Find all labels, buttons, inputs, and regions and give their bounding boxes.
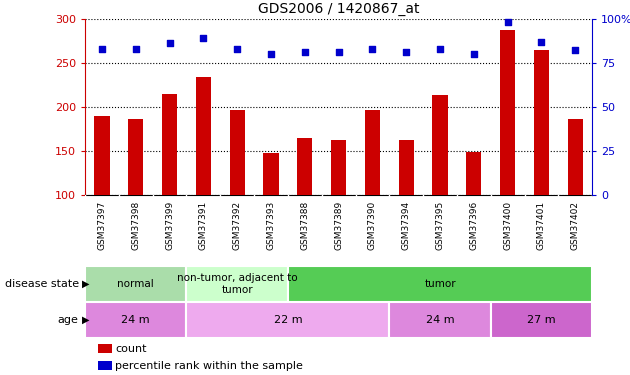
Text: GSM37391: GSM37391 xyxy=(199,201,208,250)
Text: count: count xyxy=(115,344,147,354)
Point xyxy=(300,49,310,55)
Text: percentile rank within the sample: percentile rank within the sample xyxy=(115,361,303,370)
Title: GDS2006 / 1420867_at: GDS2006 / 1420867_at xyxy=(258,2,420,16)
Bar xyxy=(94,116,110,283)
Point xyxy=(334,49,344,55)
Point xyxy=(232,46,242,52)
Text: non-tumor, adjacent to
tumor: non-tumor, adjacent to tumor xyxy=(177,273,297,295)
Text: GSM37390: GSM37390 xyxy=(368,201,377,250)
Bar xyxy=(466,152,481,283)
Point xyxy=(97,46,107,52)
Point xyxy=(435,46,445,52)
Point xyxy=(503,19,513,25)
Text: GSM37399: GSM37399 xyxy=(165,201,174,250)
Text: GSM37400: GSM37400 xyxy=(503,201,512,250)
Text: GSM37388: GSM37388 xyxy=(301,201,309,250)
Text: GSM37396: GSM37396 xyxy=(469,201,478,250)
Text: GSM37394: GSM37394 xyxy=(402,201,411,250)
Text: GSM37398: GSM37398 xyxy=(131,201,140,250)
Text: GSM37389: GSM37389 xyxy=(334,201,343,250)
Bar xyxy=(365,110,380,283)
Point xyxy=(367,46,377,52)
Text: GSM37393: GSM37393 xyxy=(266,201,275,250)
Bar xyxy=(85,266,186,302)
Bar xyxy=(399,140,414,283)
Text: 24 m: 24 m xyxy=(122,315,150,325)
Text: GSM37401: GSM37401 xyxy=(537,201,546,250)
Bar xyxy=(229,110,245,283)
Bar xyxy=(162,94,177,283)
Bar xyxy=(186,266,288,302)
Text: 24 m: 24 m xyxy=(426,315,454,325)
Point xyxy=(469,51,479,57)
Bar xyxy=(186,302,389,338)
Bar xyxy=(297,138,312,283)
Bar xyxy=(568,119,583,283)
Bar xyxy=(288,266,592,302)
Text: disease state: disease state xyxy=(4,279,79,289)
Bar xyxy=(500,30,515,283)
Bar xyxy=(85,302,186,338)
Point xyxy=(198,35,209,41)
Bar xyxy=(389,302,491,338)
Bar xyxy=(331,140,346,283)
Point xyxy=(401,49,411,55)
Bar xyxy=(534,51,549,283)
Point xyxy=(131,46,141,52)
Text: 27 m: 27 m xyxy=(527,315,556,325)
Text: GSM37395: GSM37395 xyxy=(435,201,445,250)
Text: GSM37397: GSM37397 xyxy=(98,201,106,250)
Text: normal: normal xyxy=(117,279,154,289)
Text: ▶: ▶ xyxy=(82,279,89,289)
Bar xyxy=(491,302,592,338)
Point xyxy=(164,40,175,46)
Text: GSM37392: GSM37392 xyxy=(232,201,242,250)
Text: ▶: ▶ xyxy=(82,315,89,325)
Text: GSM37402: GSM37402 xyxy=(571,201,580,250)
Text: age: age xyxy=(58,315,79,325)
Bar xyxy=(263,153,278,283)
Point xyxy=(536,39,546,45)
Text: tumor: tumor xyxy=(424,279,456,289)
Text: 22 m: 22 m xyxy=(273,315,302,325)
Point xyxy=(266,51,276,57)
Bar xyxy=(196,77,211,283)
Bar xyxy=(128,119,144,283)
Point xyxy=(570,48,580,54)
Bar xyxy=(432,95,448,283)
